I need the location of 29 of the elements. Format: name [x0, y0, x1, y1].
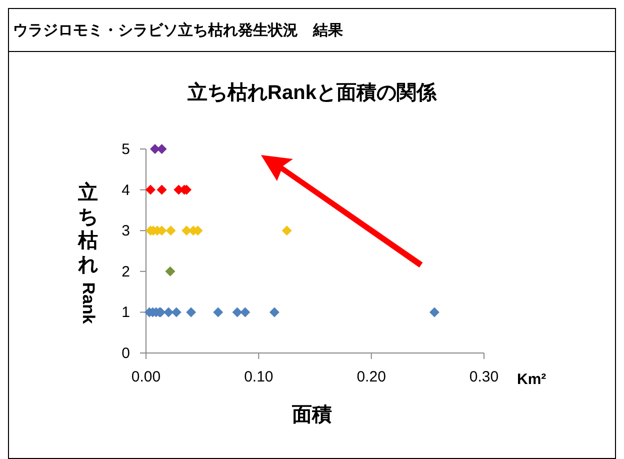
x-tick-label: 0.00 — [131, 368, 161, 386]
point — [269, 307, 280, 318]
x-tick-label: 0.30 — [469, 368, 499, 386]
point — [282, 226, 292, 236]
point — [146, 184, 156, 195]
y-tick-label: 1 — [122, 304, 130, 322]
chart-title: ウラジロモミ・シラビソ立ち枯れ発生状況 結果 — [13, 21, 343, 40]
text: Km² — [517, 371, 546, 388]
point — [171, 307, 182, 318]
y-tick-label: 0 — [122, 345, 130, 362]
point — [213, 307, 224, 318]
x-tick-label: 0.20 — [356, 368, 386, 386]
y-tick-label: 5 — [122, 141, 130, 158]
point — [240, 307, 250, 318]
point — [156, 184, 167, 195]
point — [165, 266, 176, 276]
point — [232, 307, 242, 318]
y-axis-title: 立ち枯れRank — [76, 181, 99, 324]
point — [156, 144, 167, 154]
point — [164, 307, 174, 318]
point — [429, 307, 440, 318]
y-tick-label: 3 — [122, 222, 130, 240]
point — [186, 307, 196, 318]
y-tick-label: 2 — [122, 263, 130, 280]
x-tick-label: 0.10 — [244, 368, 274, 386]
point — [166, 226, 176, 236]
chart-subtitle: 立ち枯れRankと面積の関係 — [186, 81, 438, 104]
y-tick-label: 4 — [122, 182, 130, 199]
x-axis-title: 面積 — [291, 403, 333, 428]
